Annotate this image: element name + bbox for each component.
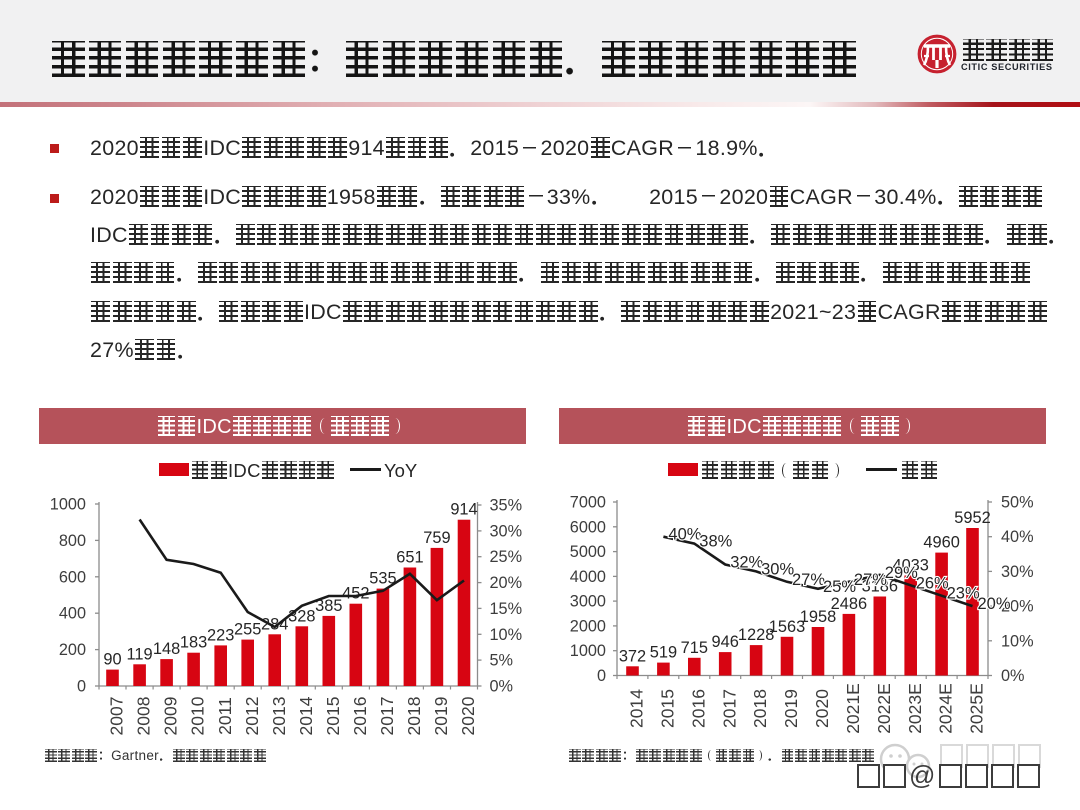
svg-text:0%: 0% — [490, 678, 514, 696]
svg-text:5952: 5952 — [954, 509, 990, 527]
svg-text:1000: 1000 — [50, 496, 86, 514]
svg-text:2019: 2019 — [781, 689, 801, 728]
svg-text:40%: 40% — [1001, 528, 1034, 546]
svg-text:15%: 15% — [490, 600, 523, 618]
svg-text:1000: 1000 — [570, 642, 606, 660]
svg-text:7000: 7000 — [570, 496, 606, 512]
svg-text:2022E: 2022E — [874, 683, 894, 734]
svg-text:10%: 10% — [490, 626, 523, 644]
svg-text:4033: 4033 — [892, 557, 928, 575]
svg-text:2018: 2018 — [750, 689, 770, 728]
svg-text:2015: 2015 — [658, 689, 678, 728]
svg-text:2020: 2020 — [458, 696, 478, 735]
svg-text:2007: 2007 — [107, 697, 127, 736]
svg-text:5%: 5% — [490, 652, 514, 670]
svg-text:29%: 29% — [885, 564, 918, 582]
svg-text:30%: 30% — [490, 522, 523, 540]
svg-text:284: 284 — [261, 615, 288, 633]
svg-text:40%: 40% — [668, 526, 701, 544]
svg-text:2015: 2015 — [323, 697, 343, 736]
svg-text:6000: 6000 — [570, 518, 606, 536]
svg-text:759: 759 — [423, 529, 450, 547]
svg-text:2024E: 2024E — [936, 683, 956, 734]
svg-text:23%: 23% — [947, 585, 980, 603]
svg-text:2008: 2008 — [134, 697, 154, 736]
svg-text:0: 0 — [77, 678, 86, 696]
svg-text:1228: 1228 — [738, 626, 774, 644]
svg-text:2023E: 2023E — [905, 683, 925, 734]
svg-text:2014: 2014 — [296, 696, 316, 735]
svg-text:1563: 1563 — [769, 618, 805, 636]
svg-text:946: 946 — [712, 633, 739, 651]
svg-text:2017: 2017 — [377, 697, 397, 736]
svg-text:2017: 2017 — [719, 689, 739, 728]
svg-text:2021E: 2021E — [843, 683, 863, 734]
svg-text:651: 651 — [396, 549, 423, 567]
svg-text:2018: 2018 — [404, 697, 424, 736]
svg-text:2014: 2014 — [627, 689, 647, 728]
svg-text:2010: 2010 — [188, 696, 208, 735]
svg-text:25%: 25% — [490, 548, 523, 566]
svg-text:3186: 3186 — [862, 578, 898, 596]
svg-text:1958: 1958 — [800, 608, 836, 626]
svg-text:4960: 4960 — [923, 534, 959, 552]
svg-text:2020: 2020 — [812, 689, 832, 728]
svg-text:20%: 20% — [978, 595, 1011, 613]
svg-text:27%: 27% — [854, 571, 887, 589]
svg-text:2016: 2016 — [688, 689, 708, 728]
svg-text:223: 223 — [207, 626, 234, 644]
svg-text:4000: 4000 — [570, 568, 606, 586]
svg-text:0: 0 — [597, 667, 606, 685]
svg-text:2486: 2486 — [831, 595, 867, 613]
svg-text:119: 119 — [127, 645, 153, 663]
svg-text:200: 200 — [59, 641, 86, 659]
svg-text:35%: 35% — [490, 497, 523, 515]
svg-text:255: 255 — [234, 621, 261, 639]
svg-text:519: 519 — [650, 644, 677, 662]
svg-text:26%: 26% — [916, 574, 949, 592]
svg-text:0%: 0% — [1001, 667, 1025, 685]
svg-text:30%: 30% — [1001, 563, 1034, 581]
svg-text:30%: 30% — [761, 560, 794, 578]
svg-text:2000: 2000 — [570, 617, 606, 635]
svg-text:914: 914 — [450, 501, 477, 519]
svg-text:25%: 25% — [823, 578, 856, 596]
svg-text:2009: 2009 — [161, 697, 181, 736]
svg-text:600: 600 — [59, 568, 86, 586]
svg-text:400: 400 — [59, 605, 86, 623]
svg-text:50%: 50% — [1001, 496, 1034, 512]
svg-text:2012: 2012 — [242, 697, 262, 736]
svg-text:385: 385 — [315, 597, 342, 615]
svg-text:20%: 20% — [490, 574, 523, 592]
svg-text:32%: 32% — [730, 554, 763, 572]
svg-text:2025E: 2025E — [967, 683, 987, 734]
svg-text:2016: 2016 — [350, 697, 370, 736]
svg-text:328: 328 — [288, 607, 315, 625]
svg-text:800: 800 — [59, 532, 86, 550]
svg-text:2019: 2019 — [431, 697, 451, 736]
svg-text:27%: 27% — [792, 571, 825, 589]
svg-text:183: 183 — [180, 634, 207, 652]
svg-text:38%: 38% — [699, 533, 732, 551]
svg-text:715: 715 — [681, 639, 708, 657]
svg-text:2011: 2011 — [215, 697, 235, 735]
svg-text:10%: 10% — [1001, 632, 1034, 650]
svg-text:5000: 5000 — [570, 543, 606, 561]
svg-text:148: 148 — [153, 640, 180, 658]
svg-text:372: 372 — [619, 647, 646, 665]
svg-text:20%: 20% — [1001, 598, 1034, 616]
svg-text:2013: 2013 — [269, 697, 289, 736]
svg-text:3000: 3000 — [570, 593, 606, 611]
svg-text:452: 452 — [342, 585, 369, 603]
svg-text:535: 535 — [369, 570, 396, 588]
svg-text:90: 90 — [103, 651, 121, 669]
